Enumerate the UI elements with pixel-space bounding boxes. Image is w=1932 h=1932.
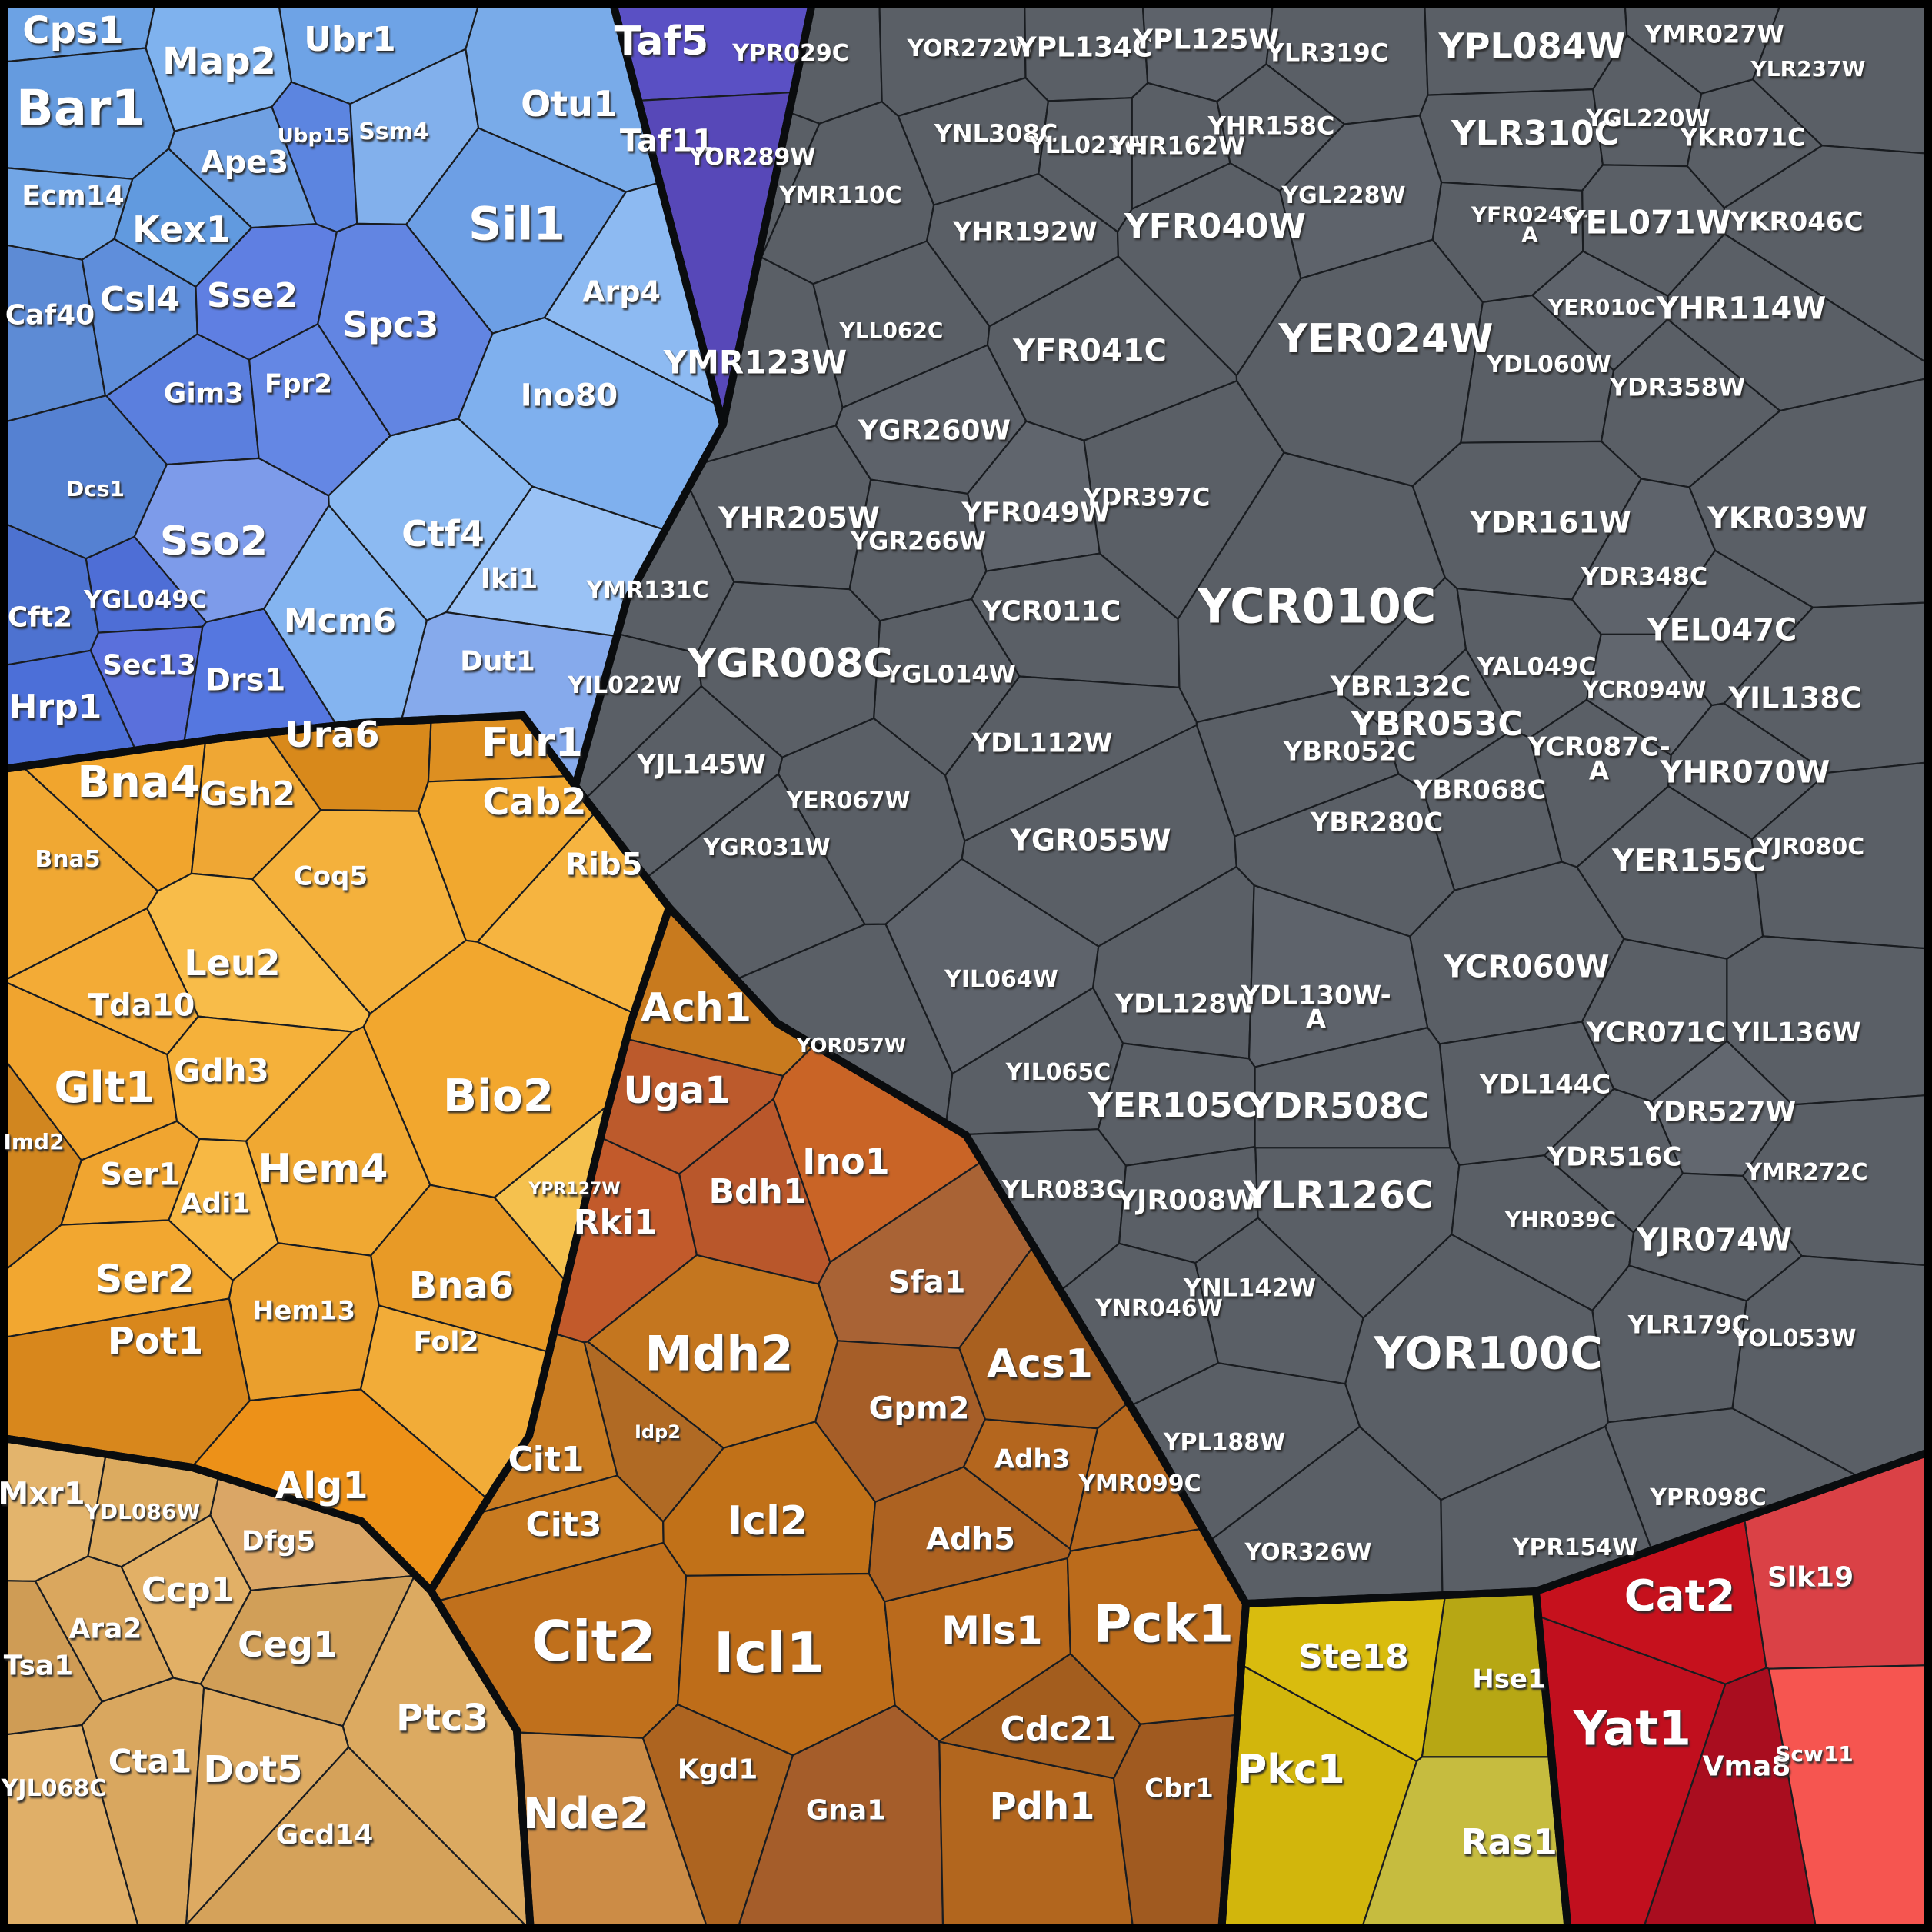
brown-cluster-outline <box>427 904 1250 1932</box>
gray-cluster <box>574 2 1930 1605</box>
cell-Taf5[interactable] <box>611 2 814 102</box>
cell-YLR310C[interactable] <box>1418 88 1604 192</box>
blue-cluster <box>2 2 724 788</box>
yellow-cluster <box>1220 1590 1570 1932</box>
cell-Gpm2[interactable] <box>814 1340 986 1503</box>
cell-YPL134C[interactable] <box>1024 2 1149 102</box>
cell-Hem13[interactable] <box>228 1242 380 1402</box>
yellow-cluster-outline <box>1217 1587 1572 1932</box>
cell-Adh5[interactable] <box>868 1466 1072 1603</box>
cell-Hse1[interactable] <box>1421 1590 1553 1758</box>
cell-Bar1[interactable] <box>2 47 175 180</box>
red-cluster <box>1534 1451 1930 1932</box>
orange-cluster <box>2 714 671 1592</box>
red-cluster-outline <box>1532 1448 1932 1932</box>
brown-cluster <box>429 906 1247 1932</box>
cell-Cbr1[interactable] <box>1112 1714 1239 1932</box>
cell-YPL084W[interactable] <box>1424 2 1628 96</box>
cell-YER105C[interactable] <box>1097 1042 1256 1167</box>
